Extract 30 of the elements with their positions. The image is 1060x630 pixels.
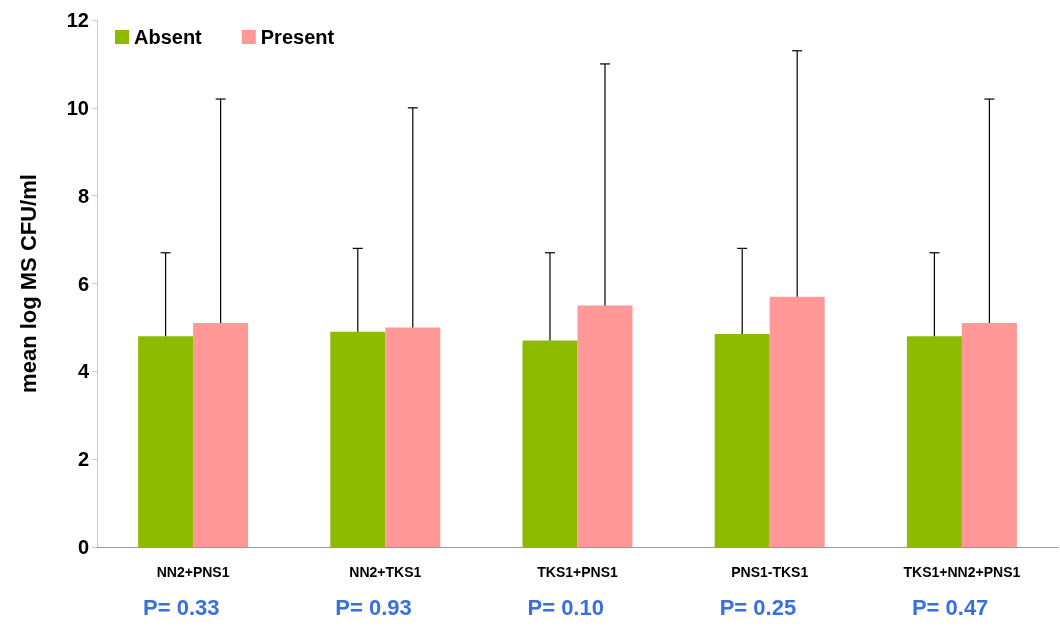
bar xyxy=(522,340,578,547)
bar xyxy=(714,334,770,547)
bar xyxy=(385,327,441,547)
y-tick-label: 10 xyxy=(66,96,89,119)
text: P= 0.10 xyxy=(527,594,604,620)
y-tick-label: 6 xyxy=(77,272,89,295)
y-tick-label: 2 xyxy=(77,448,89,471)
y-tick-label: 4 xyxy=(77,360,90,383)
bar xyxy=(961,323,1017,547)
bar xyxy=(330,331,386,547)
x-tick-label: TKS1+NN2+PNS1 xyxy=(903,564,1021,580)
bar xyxy=(193,323,249,547)
legend-label: Present xyxy=(260,26,335,48)
bar xyxy=(769,296,825,547)
x-tick-label: TKS1+PNS1 xyxy=(537,564,618,580)
y-tick-label: 0 xyxy=(77,536,89,558)
x-tick-label: NN2+TKS1 xyxy=(349,564,422,580)
bar xyxy=(577,305,633,547)
x-tick-label: PNS1-TKS1 xyxy=(731,564,809,580)
text: P= 0.47 xyxy=(911,594,989,620)
text: P= 0.93 xyxy=(335,594,412,620)
y-tick-label: 12 xyxy=(66,9,89,31)
y-axis-title: mean log MS CFU/ml xyxy=(15,174,41,393)
y-tick-label: 8 xyxy=(77,184,89,207)
bar xyxy=(138,336,194,547)
bar xyxy=(906,336,962,547)
legend-label: Absent xyxy=(134,26,203,48)
x-tick-label: NN2+PNS1 xyxy=(156,564,230,580)
text: P= 0.25 xyxy=(719,594,797,620)
text: P= 0.33 xyxy=(143,594,220,620)
